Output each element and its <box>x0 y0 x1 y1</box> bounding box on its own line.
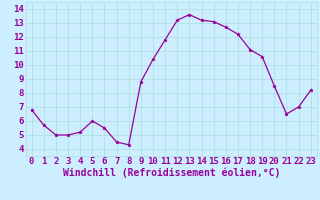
X-axis label: Windchill (Refroidissement éolien,°C): Windchill (Refroidissement éolien,°C) <box>62 168 280 178</box>
